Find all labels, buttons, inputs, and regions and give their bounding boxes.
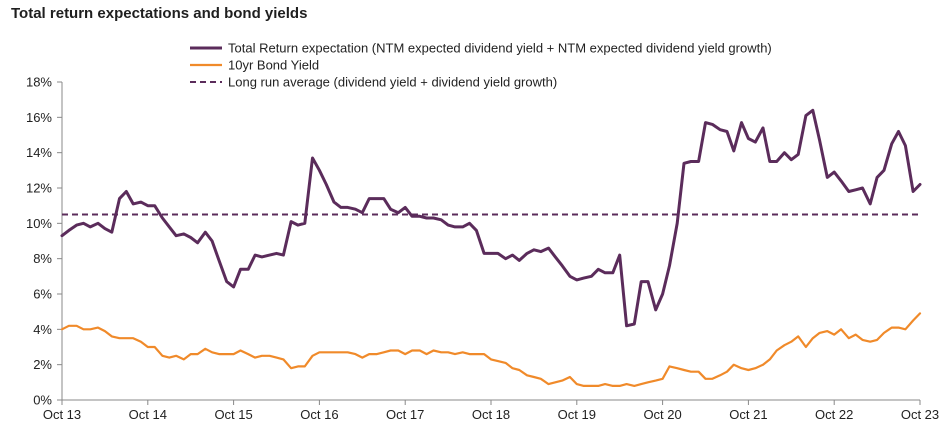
x-tick-label: Oct 18 <box>472 407 510 422</box>
y-tick-label: 6% <box>33 287 52 302</box>
series-line-1 <box>60 108 922 328</box>
x-tick-label: Oct 21 <box>729 407 767 422</box>
y-axis: 0% 2% 4% 6% 8% 10% 12% 14% 16% 18% <box>26 75 63 408</box>
series-group <box>60 108 922 387</box>
x-tick-label: Oct 19 <box>558 407 596 422</box>
x-tick-label: Oct 20 <box>643 407 681 422</box>
x-tick-label: Oct 14 <box>129 407 167 422</box>
y-tick-label: 18% <box>26 75 52 90</box>
y-tick-label: 8% <box>33 251 52 266</box>
y-tick-label: 2% <box>33 357 52 372</box>
y-tick-label: 0% <box>33 393 52 408</box>
y-tick-label: 12% <box>26 181 52 196</box>
y-tick-label: 10% <box>26 216 52 231</box>
x-tick-label: Oct 13 <box>43 407 81 422</box>
y-tick-label: 14% <box>26 145 52 160</box>
x-axis: Oct 13 Oct 14 Oct 15 Oct 16 Oct 17 Oct 18 Oct … <box>43 399 939 422</box>
series-line-2 <box>60 312 922 387</box>
legend-label-1: Total Return expectation (NTM expected d… <box>228 41 772 56</box>
x-tick-label: Oct 16 <box>300 407 338 422</box>
y-tick-label: 4% <box>33 322 52 337</box>
legend-label-2: 10yr Bond Yield <box>228 58 319 73</box>
x-tick-label: Oct 23 <box>901 407 939 422</box>
legend: Total Return expectation (NTM expected d… <box>190 41 772 90</box>
y-tick-label: 16% <box>26 110 52 125</box>
x-tick-label: Oct 15 <box>214 407 252 422</box>
x-tick-label: Oct 22 <box>815 407 853 422</box>
legend-label-3: Long run average (dividend yield + divid… <box>228 75 557 90</box>
x-tick-label: Oct 17 <box>386 407 424 422</box>
chart-title: Total return expectations and bond yield… <box>11 5 308 22</box>
